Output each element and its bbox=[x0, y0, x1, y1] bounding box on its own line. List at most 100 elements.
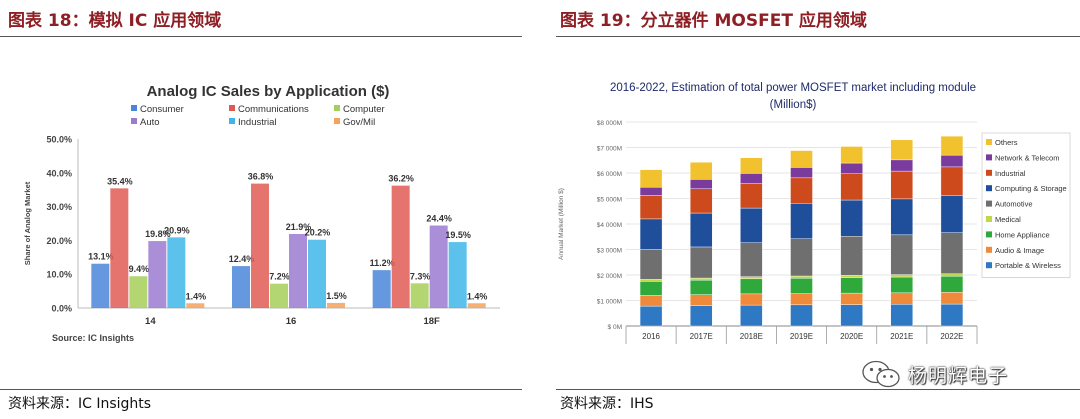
legend-swatch bbox=[986, 185, 992, 192]
stack-segment bbox=[639, 281, 663, 296]
y-tick-label: $2 000M bbox=[597, 273, 622, 280]
bar bbox=[448, 242, 467, 308]
stack-segment bbox=[690, 294, 713, 306]
stack-segment bbox=[940, 135, 964, 156]
stack-segment bbox=[790, 167, 813, 179]
data-label: 12.4% bbox=[229, 254, 255, 264]
stack-segment bbox=[890, 139, 913, 161]
stack-segment bbox=[940, 276, 964, 293]
y-tick-label: 20.0% bbox=[46, 236, 72, 246]
legend-label: Portable & Wireless bbox=[995, 261, 1061, 270]
data-label: 11.2% bbox=[370, 258, 395, 268]
bar bbox=[391, 185, 410, 308]
legend-label: Computing & Storage bbox=[995, 184, 1067, 193]
left-title-rule bbox=[0, 36, 522, 37]
x-tick-label: 18F bbox=[423, 316, 440, 327]
stack-segment bbox=[840, 236, 863, 276]
stack-segment bbox=[690, 179, 713, 190]
legend-swatch bbox=[986, 200, 992, 207]
stack-segment bbox=[940, 195, 964, 233]
legend-label: Communications bbox=[238, 104, 309, 115]
stack-segment bbox=[940, 154, 964, 168]
stack-segment bbox=[790, 177, 813, 204]
legend-label: Gov/Mil bbox=[343, 117, 375, 128]
stack-segment bbox=[790, 278, 813, 294]
bar bbox=[410, 283, 429, 308]
stack-segment bbox=[639, 295, 663, 307]
stack-segment bbox=[740, 242, 763, 277]
legend-label: Industrial bbox=[995, 169, 1026, 178]
chart2-subtitle: (Million$) bbox=[770, 99, 817, 111]
data-label: 7.2% bbox=[269, 272, 290, 282]
data-label: 1.4% bbox=[186, 291, 207, 301]
legend-label: Others bbox=[995, 138, 1018, 147]
stack-segment bbox=[690, 212, 713, 248]
x-tick-label: 16 bbox=[286, 316, 297, 327]
bar bbox=[429, 225, 448, 308]
stack-segment bbox=[890, 304, 913, 327]
bar bbox=[110, 188, 129, 308]
legend-label: Auto bbox=[140, 117, 160, 128]
stack-segment bbox=[890, 234, 913, 275]
data-label: 19.5% bbox=[445, 230, 471, 240]
x-tick-label: 14 bbox=[145, 316, 156, 327]
data-label: 9.4% bbox=[129, 264, 150, 274]
y-tick-label: $4 000M bbox=[597, 222, 622, 229]
bar bbox=[167, 237, 186, 308]
bar bbox=[91, 263, 110, 308]
stack-segment bbox=[740, 293, 763, 306]
stack-segment bbox=[940, 303, 964, 327]
legend-swatch bbox=[334, 105, 340, 111]
stack-segment bbox=[690, 279, 713, 295]
legend-swatch bbox=[986, 154, 992, 161]
watermark-text: 杨明辉电子 bbox=[908, 364, 1009, 387]
analog-ic-chart: Analog IC Sales by Application ($) Consum… bbox=[23, 83, 500, 343]
x-tick-label: 2022E bbox=[940, 332, 963, 341]
x-tick-label: 2017E bbox=[690, 332, 713, 341]
legend-swatch bbox=[986, 169, 992, 176]
data-label: 1.5% bbox=[326, 291, 347, 301]
bar bbox=[270, 283, 288, 308]
stack-segment bbox=[890, 159, 913, 172]
y-tick-label: $5 000M bbox=[597, 197, 622, 204]
y-tick-label: $7 000M bbox=[597, 146, 622, 153]
stack-segment bbox=[840, 277, 863, 294]
stack-segment bbox=[940, 232, 964, 274]
legend-swatch bbox=[986, 216, 992, 222]
stack-segment bbox=[790, 275, 813, 279]
right-source-rule bbox=[556, 389, 1080, 390]
stack-segment bbox=[740, 157, 763, 174]
stack-segment bbox=[840, 146, 863, 164]
stack-segment bbox=[890, 292, 913, 305]
legend-swatch bbox=[229, 105, 235, 111]
stack-segment bbox=[790, 238, 813, 277]
data-label: 36.8% bbox=[248, 172, 274, 182]
data-label: 24.4% bbox=[426, 214, 452, 224]
bar bbox=[327, 302, 345, 308]
stack-segment bbox=[790, 293, 813, 306]
stack-segment bbox=[740, 207, 763, 243]
stack-segment bbox=[840, 199, 863, 237]
chart2-title: 2016-2022, Estimation of total power MOS… bbox=[610, 82, 976, 94]
stack-segment bbox=[890, 198, 913, 236]
bar bbox=[467, 303, 486, 308]
data-label: 7.3% bbox=[410, 271, 431, 281]
stack-segment bbox=[740, 276, 763, 280]
stack-segment bbox=[690, 246, 713, 279]
legend-label: Audio & Image bbox=[995, 246, 1044, 255]
y-tick-label: 0.0% bbox=[51, 304, 72, 314]
y-axis-title: Annual Market (Million $) bbox=[558, 188, 565, 260]
y-tick-label: $6 000M bbox=[597, 171, 622, 178]
stack-segment bbox=[890, 170, 913, 200]
data-label: 19.8% bbox=[145, 229, 171, 239]
data-label: 20.9% bbox=[164, 225, 190, 235]
chart1-title: Analog IC Sales by Application ($) bbox=[147, 83, 390, 100]
stack-segment bbox=[740, 173, 763, 184]
data-label: 20.2% bbox=[305, 228, 331, 238]
legend-swatch bbox=[131, 118, 137, 124]
stack-segment bbox=[790, 203, 813, 239]
data-label: 36.2% bbox=[388, 174, 414, 184]
source-note: Source: IC Insights bbox=[52, 333, 134, 343]
chart18-caption: 图表 18：模拟 IC 应用领域 bbox=[8, 11, 222, 31]
data-label: 21.9% bbox=[286, 222, 312, 232]
